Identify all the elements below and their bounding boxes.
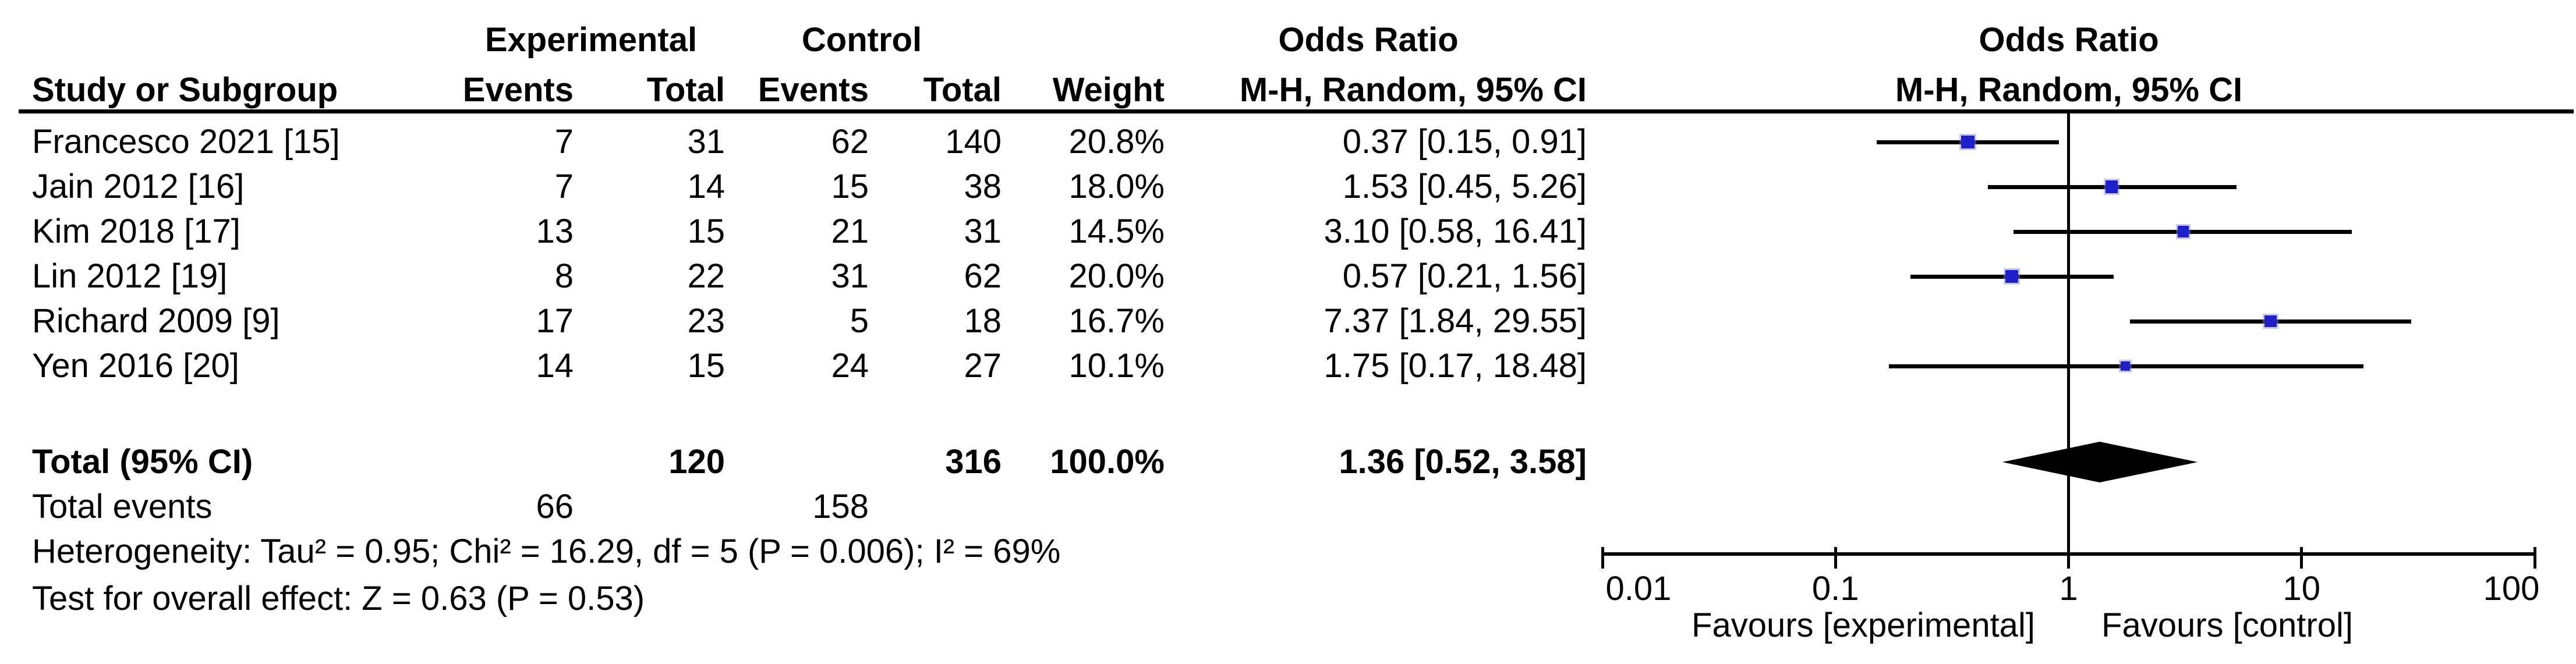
study-name-cell: Lin 2012 [19]: [32, 257, 228, 295]
weight-cell: 18.0%: [1068, 168, 1165, 205]
effect-square: [2005, 269, 2018, 283]
total-ctrl-total-cell: 316: [945, 443, 1002, 481]
ctrl-total-cell: 18: [964, 302, 1002, 340]
ctrl-total-cell: 31: [964, 212, 1002, 250]
weight-cell: 20.0%: [1068, 257, 1165, 295]
total-exp-total-cell: 120: [668, 443, 725, 481]
odds-ratio-column-header: Odds Ratio: [1278, 21, 1459, 59]
exp-total-cell: 15: [687, 212, 725, 250]
heterogeneity-text: Heterogeneity: Tau² = 0.95; Chi² = 16.29…: [32, 532, 1061, 570]
effect-square: [2264, 315, 2277, 328]
total-weight-cell: 100.0%: [1050, 443, 1165, 481]
exp-events-column-header: Events: [462, 71, 574, 109]
total-events-label: Total events: [32, 488, 213, 525]
ctrl-events-cell: 15: [831, 168, 869, 205]
effect-square: [2120, 361, 2130, 371]
axis-tick-label: 1: [2059, 570, 2078, 608]
favours-control-label: Favours [control]: [2101, 606, 2353, 644]
ctrl-events-cell: 24: [831, 347, 869, 385]
exp-total-column-header: Total: [646, 71, 725, 109]
weight-column-header: Weight: [1052, 71, 1165, 109]
exp-events-cell: 13: [536, 212, 574, 250]
effect-square: [2177, 226, 2189, 237]
study-name-cell: Yen 2016 [20]: [32, 347, 239, 385]
overall-effect-text: Test for overall effect: Z = 0.63 (P = 0…: [32, 580, 645, 617]
ctrl-total-cell: 27: [964, 347, 1002, 385]
or-ci-cell: 0.37 [0.15, 0.91]: [1342, 123, 1587, 161]
weight-cell: 20.8%: [1068, 123, 1165, 161]
axis-tick: [1834, 547, 1837, 569]
weight-cell: 10.1%: [1068, 347, 1165, 385]
study-name-cell: Kim 2018 [17]: [32, 212, 240, 250]
axis-tick-label: 100: [2483, 570, 2540, 608]
or-ci-cell: 0.57 [0.21, 1.56]: [1342, 257, 1587, 295]
or-ci-cell: 3.10 [0.58, 16.41]: [1324, 212, 1587, 250]
axis-tick: [2300, 547, 2303, 569]
total-row-label: Total (95% CI): [32, 443, 253, 481]
axis-tick-label: 0.01: [1605, 570, 1672, 608]
exp-events-cell: 8: [554, 257, 574, 295]
exp-total-cell: 15: [687, 347, 725, 385]
ctrl-events-column-header: Events: [758, 71, 869, 109]
null-effect-line: [2067, 111, 2070, 569]
favours-experimental-label: Favours [experimental]: [1692, 606, 2035, 644]
exp-total-cell: 31: [687, 123, 725, 161]
axis-tick: [2533, 547, 2536, 569]
mh-ci-plot-header: M-H, Random, 95% CI: [1895, 71, 2243, 109]
axis-tick-label: 10: [2283, 570, 2320, 608]
exp-events-cell: 17: [536, 302, 574, 340]
exp-events-cell: 7: [554, 123, 574, 161]
ctrl-total-cell: 38: [964, 168, 1002, 205]
exp-total-cell: 14: [687, 168, 725, 205]
or-ci-cell: 1.75 [0.17, 18.48]: [1324, 347, 1587, 385]
total-or-ci-cell: 1.36 [0.52, 3.58]: [1339, 443, 1587, 481]
study-name-cell: Jain 2012 [16]: [32, 168, 245, 205]
ctrl-events-cell: 62: [831, 123, 869, 161]
ctrl-total-cell: 62: [964, 257, 1002, 295]
ctrl-total-cell: 140: [945, 123, 1002, 161]
total-events-exp-cell: 66: [536, 488, 574, 525]
header-separator-line: [19, 109, 2574, 113]
axis-tick: [2067, 547, 2070, 569]
or-ci-cell: 7.37 [1.84, 29.55]: [1324, 302, 1587, 340]
exp-events-cell: 7: [554, 168, 574, 205]
study-column-header: Study or Subgroup: [32, 71, 338, 109]
ctrl-events-cell: 21: [831, 212, 869, 250]
weight-cell: 14.5%: [1068, 212, 1165, 250]
summary-diamond: [2002, 442, 2198, 482]
effect-square: [2105, 180, 2118, 193]
total-events-ctrl-cell: 158: [812, 488, 869, 525]
exp-total-cell: 22: [687, 257, 725, 295]
experimental-group-header: Experimental: [484, 21, 698, 59]
axis-tick: [1601, 547, 1604, 569]
odds-ratio-plot-header: Odds Ratio: [1979, 21, 2159, 59]
exp-total-cell: 23: [687, 302, 725, 340]
or-ci-cell: 1.53 [0.45, 5.26]: [1342, 168, 1587, 205]
effect-square: [1961, 135, 1975, 149]
weight-cell: 16.7%: [1068, 302, 1165, 340]
axis-tick-label: 0.1: [1811, 570, 1859, 608]
mh-ci-column-header: M-H, Random, 95% CI: [1239, 71, 1587, 109]
ctrl-events-cell: 31: [831, 257, 869, 295]
study-name-cell: Richard 2009 [9]: [32, 302, 280, 340]
exp-events-cell: 14: [536, 347, 574, 385]
ctrl-events-cell: 5: [850, 302, 869, 340]
study-name-cell: Francesco 2021 [15]: [32, 123, 340, 161]
control-group-header: Control: [801, 21, 922, 59]
ctrl-total-column-header: Total: [923, 71, 1002, 109]
